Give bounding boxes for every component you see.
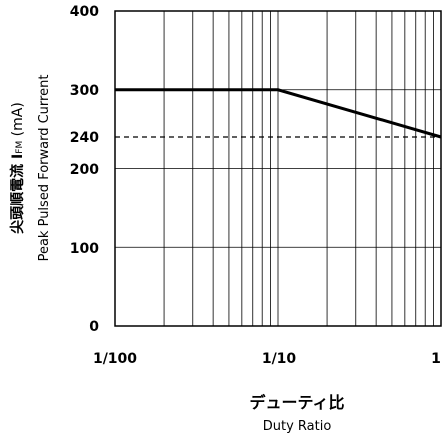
series-lines bbox=[115, 88, 442, 139]
y-axis-title-en: Peak Pulsed Forward Current bbox=[37, 75, 52, 262]
series-line-solid bbox=[115, 88, 442, 139]
y-tick-label: 300 bbox=[70, 83, 99, 99]
y-tick-label: 0 bbox=[89, 319, 99, 335]
x-axis-title-ja: デューティ比 bbox=[249, 393, 344, 412]
y-tick-label: 100 bbox=[70, 241, 99, 257]
x-tick-label: 1 bbox=[431, 351, 441, 367]
plot-frame bbox=[114, 10, 442, 327]
x-tick-label: 1/100 bbox=[93, 351, 137, 367]
y-axis-title-ja: 尖頭順電流 IFM (mA) bbox=[9, 102, 26, 234]
x-axis-title-en: Duty Ratio bbox=[263, 419, 332, 434]
grid-lines bbox=[115, 11, 441, 326]
y-tick-label: 240 bbox=[70, 130, 99, 146]
y-tick-label: 200 bbox=[70, 162, 99, 178]
y-tick-label: 400 bbox=[70, 4, 99, 20]
x-tick-label: 1/10 bbox=[262, 351, 297, 367]
